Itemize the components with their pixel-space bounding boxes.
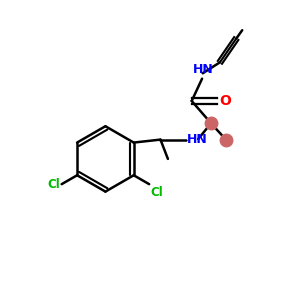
Text: HN: HN: [193, 63, 213, 76]
Text: O: O: [219, 94, 231, 108]
Text: Cl: Cl: [47, 178, 60, 191]
Text: Cl: Cl: [151, 186, 164, 199]
Text: HN: HN: [187, 133, 208, 146]
